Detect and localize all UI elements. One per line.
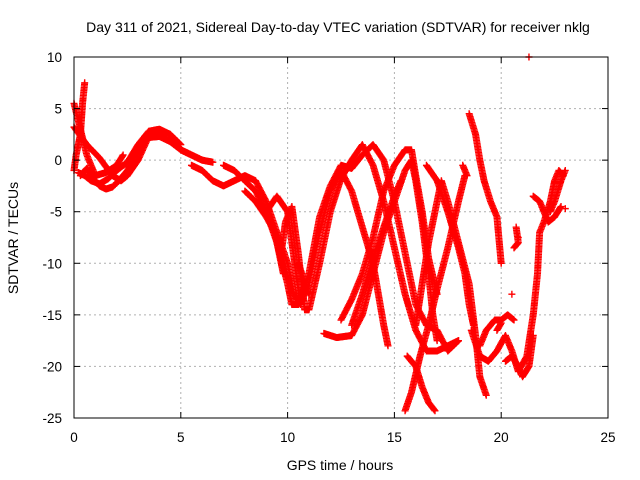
x-tick-label: 5: [177, 430, 185, 445]
data-point: [557, 203, 565, 211]
axis-ticks: [73, 56, 609, 419]
data-point: [510, 316, 518, 324]
series-arc-27: [493, 319, 505, 334]
data-point: [198, 156, 206, 164]
data-point: [482, 391, 490, 399]
y-tick-label: 10: [47, 50, 62, 65]
plot-frame: [73, 56, 609, 419]
series-arc-18: [422, 161, 477, 329]
data-point: [209, 158, 217, 166]
data-point: [514, 234, 522, 241]
data-point: [497, 259, 505, 267]
data-point: [433, 337, 441, 345]
x-tick-labels: 0 5 10 15 20 25: [70, 430, 615, 445]
series-arc-25: [459, 161, 471, 180]
data-point: [510, 244, 518, 252]
series-arc-9: [262, 192, 304, 309]
data-point: [384, 342, 392, 350]
series-arc-11: [277, 141, 462, 355]
series-arc-24: [546, 166, 569, 216]
x-tick-label: 20: [494, 430, 509, 445]
data-point: [561, 166, 569, 174]
x-axis-title: GPS time / hours: [287, 457, 394, 473]
data-point: [497, 319, 505, 327]
chart-title: Day 311 of 2021, Sidereal Day-to-day VTE…: [86, 19, 590, 35]
y-axis-title: SDTVAR / TECUs: [5, 182, 21, 294]
data-point: [430, 406, 438, 414]
x-tick-label: 25: [600, 430, 615, 445]
y-tick-label: -20: [42, 359, 62, 374]
data-point: [511, 243, 519, 251]
x-tick-label: 0: [70, 430, 78, 445]
y-tick-label: 0: [54, 153, 62, 168]
data-point: [556, 204, 564, 212]
data-point: [469, 321, 477, 329]
series-arc-16: [403, 352, 439, 415]
y-tick-label: -10: [42, 256, 62, 271]
data-point: [397, 177, 405, 185]
data-marks: [70, 53, 569, 415]
data-point: [561, 205, 569, 213]
data-point: [496, 320, 504, 328]
y-tick-label: -15: [42, 308, 62, 323]
data-point: [431, 407, 439, 415]
data-point: [508, 290, 516, 298]
y-tick-label: -5: [50, 205, 62, 220]
series-arc-14: [348, 177, 405, 329]
y-tick-label: -25: [42, 411, 62, 426]
series-arc-8: [241, 187, 287, 278]
series-arc-5: [74, 125, 185, 188]
data-point: [529, 331, 537, 339]
y-tick-label: 5: [54, 102, 62, 117]
series-arc-19: [465, 110, 505, 267]
x-tick-label: 15: [387, 430, 402, 445]
y-tick-labels: -25 -20 -15 -10 -5 0 5 10: [42, 50, 62, 426]
data-point: [463, 172, 471, 180]
data-point: [119, 151, 127, 159]
data-point: [118, 152, 126, 160]
data-point: [177, 141, 185, 149]
data-point: [454, 337, 462, 345]
series-arc-20: [476, 311, 518, 350]
series-arc-22: [501, 331, 537, 381]
data-point: [81, 79, 89, 87]
x-tick-label: 10: [280, 430, 295, 445]
data-point: [279, 270, 287, 278]
